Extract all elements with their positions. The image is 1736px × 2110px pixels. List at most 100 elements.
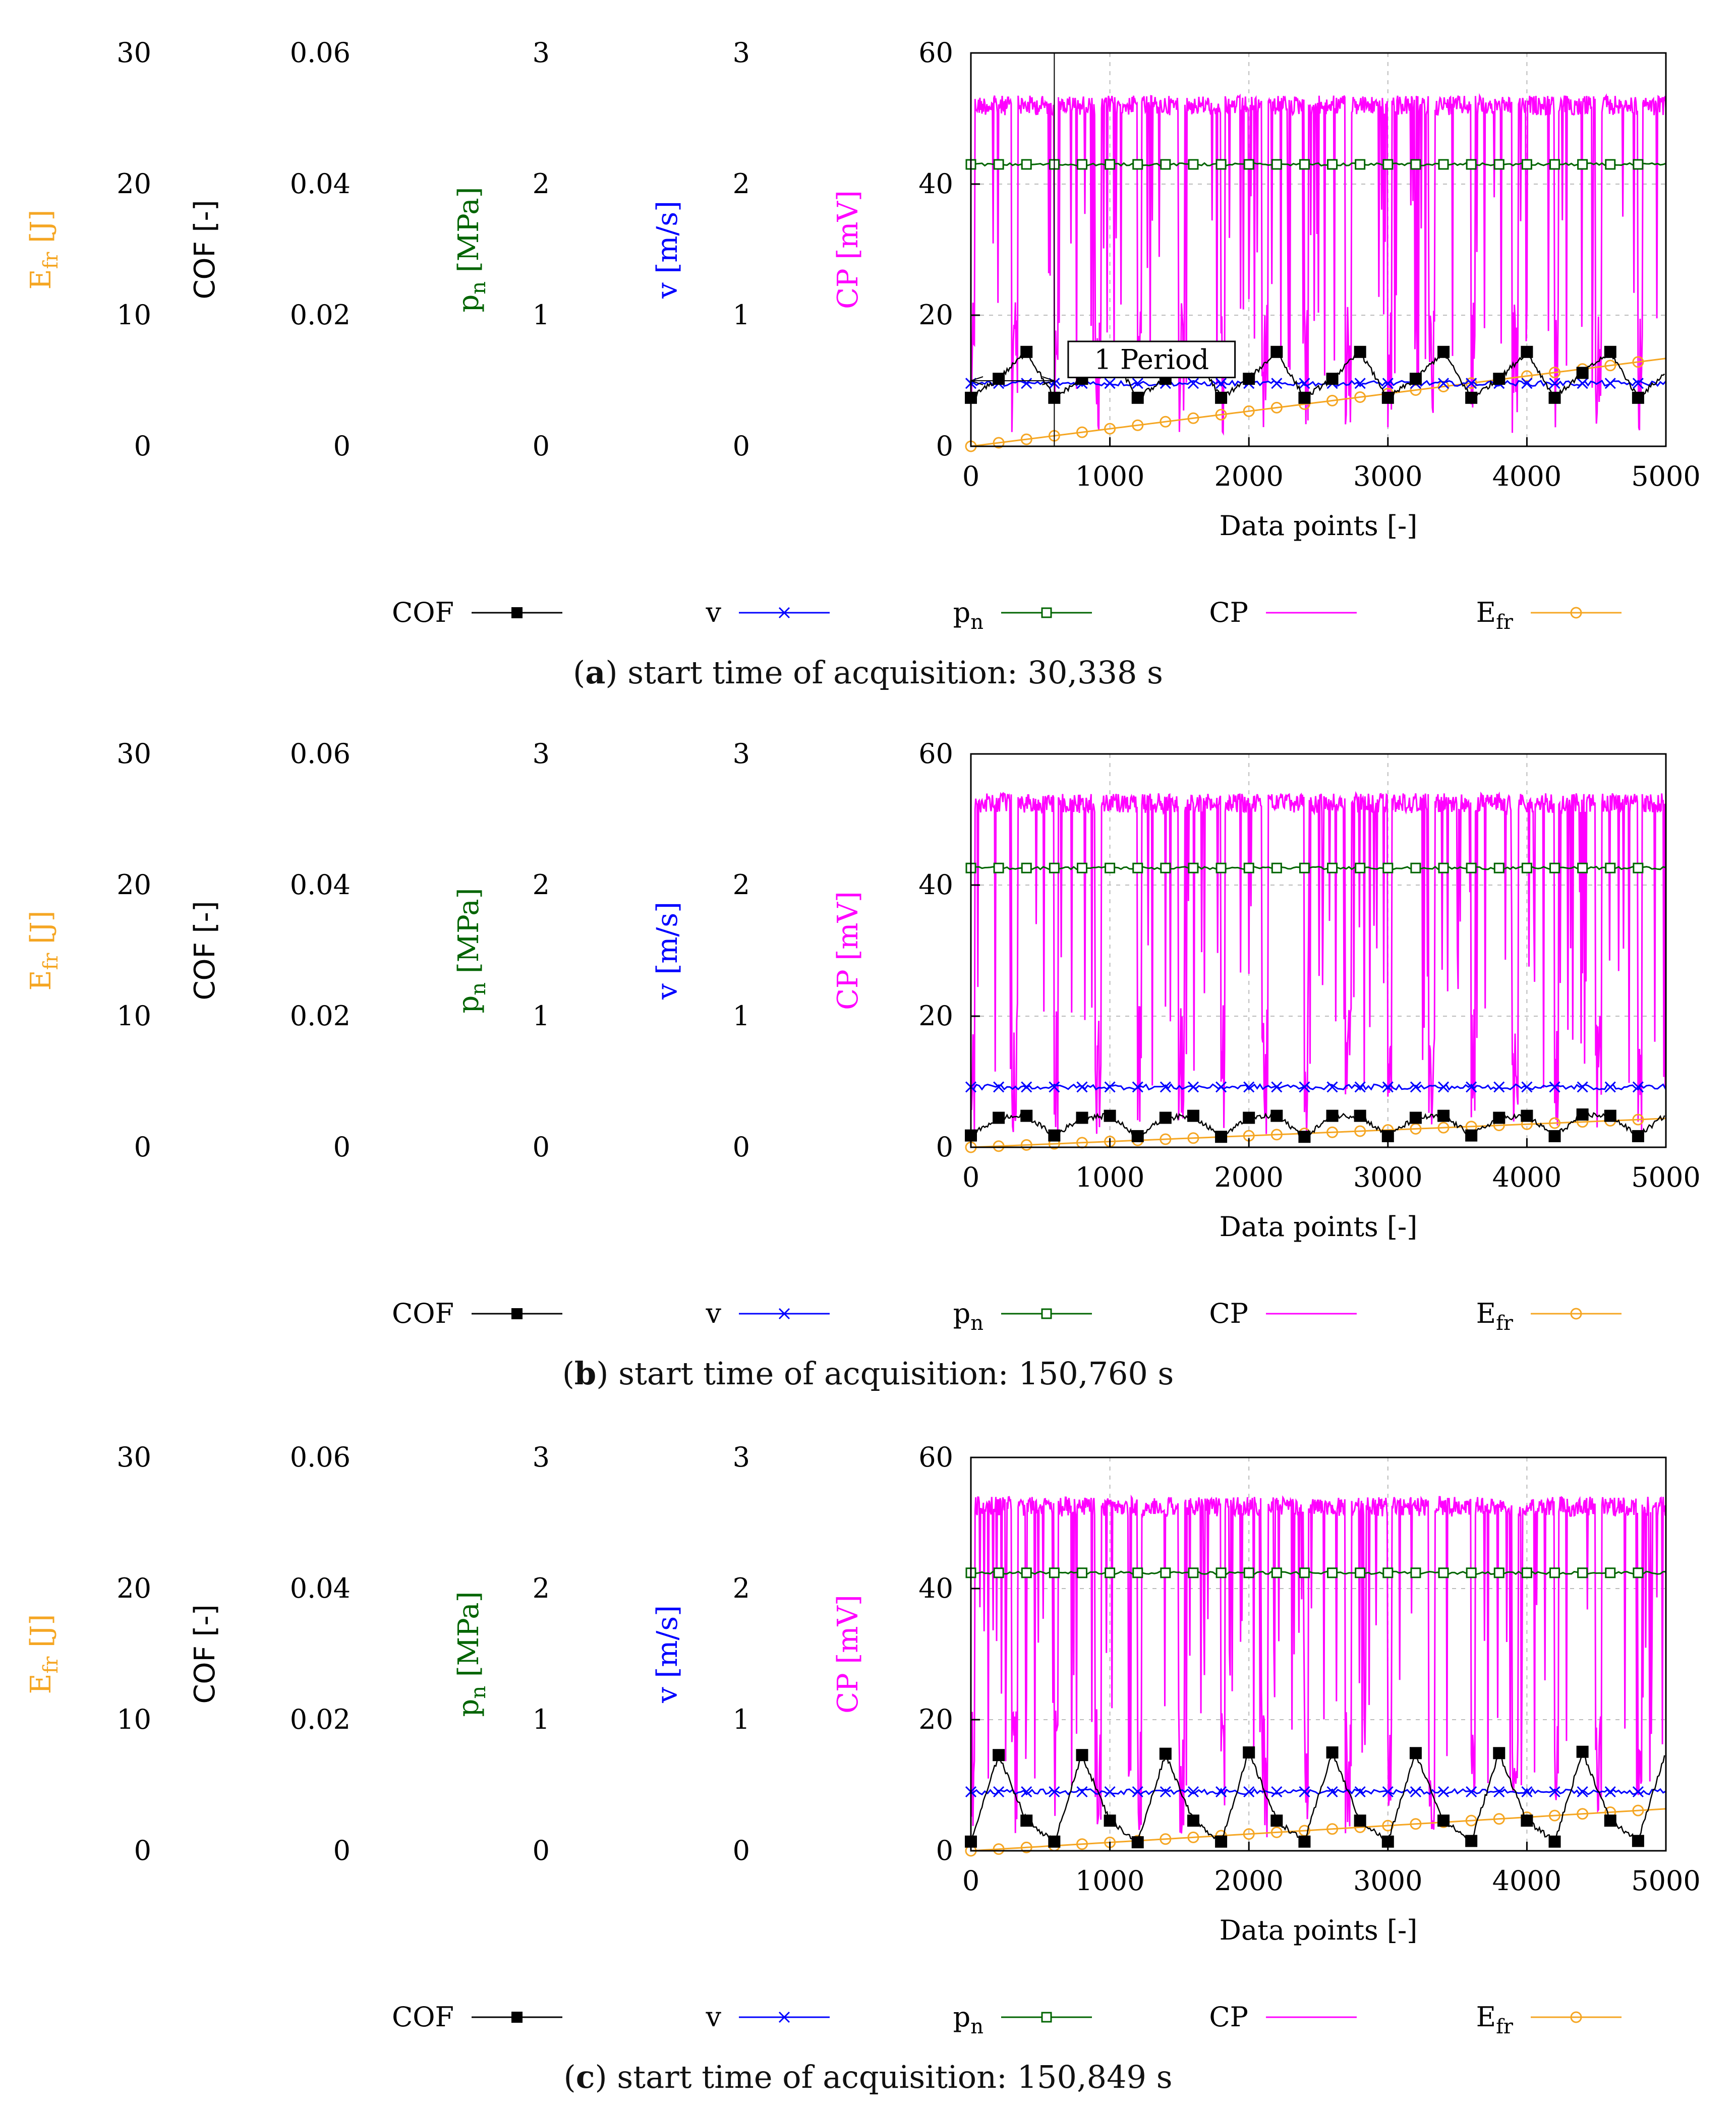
caption-open: ( xyxy=(562,1355,574,1392)
x-tick-label: 1000 xyxy=(1075,1161,1144,1193)
cof-marker xyxy=(1493,1111,1506,1124)
period-arrow-head xyxy=(1042,376,1056,385)
legend-marker xyxy=(1041,2012,1052,2023)
cp-tick-label: 40 xyxy=(918,1572,953,1604)
cof-marker xyxy=(1437,1109,1450,1122)
pn-marker xyxy=(1382,862,1394,873)
v-marker xyxy=(1132,1786,1143,1798)
v-marker xyxy=(1466,1786,1477,1798)
pn-marker xyxy=(1466,862,1477,873)
cp-axis-label: CP [mV] xyxy=(832,190,864,309)
cof-marker xyxy=(993,1749,1005,1762)
pn-marker xyxy=(1076,159,1087,170)
cof-marker xyxy=(1632,391,1644,404)
x-tick-label: 2000 xyxy=(1214,1161,1283,1193)
legend-label-sub: n xyxy=(970,2015,983,2038)
legend-label-pn: pn xyxy=(953,1298,983,1335)
efr-axis-label-unit: [J] xyxy=(25,911,57,953)
pn-axis-label-main: p xyxy=(452,995,485,1014)
efr-marker xyxy=(1410,1818,1422,1830)
efr-marker xyxy=(1076,1838,1088,1850)
v-marker xyxy=(1271,378,1283,389)
cof-marker xyxy=(1521,1814,1533,1827)
cof-marker xyxy=(1354,345,1366,358)
v-axis-label: v [m/s] xyxy=(651,1605,684,1704)
pn-marker xyxy=(1271,1567,1282,1578)
cof-marker xyxy=(1270,1109,1283,1122)
caption-a: (a) start time of acquisition: 30,338 s xyxy=(573,654,1163,691)
pn-marker xyxy=(1188,159,1199,170)
v-marker xyxy=(1216,378,1227,389)
pn-marker xyxy=(1327,862,1338,873)
legend-label-sub: fr xyxy=(1496,2015,1514,2038)
cof-marker xyxy=(1104,1109,1116,1122)
cof-tick-label: 0.06 xyxy=(290,37,351,69)
cof-tick-label: 0.02 xyxy=(290,1704,351,1735)
cof-marker xyxy=(1354,1109,1366,1122)
legend-label-main: p xyxy=(953,2001,971,2033)
efr-marker xyxy=(1270,1129,1283,1141)
pn-marker xyxy=(993,862,1004,873)
efr-marker xyxy=(1354,1125,1366,1137)
efr-axis-label-unit: [J] xyxy=(25,210,57,252)
v-marker xyxy=(1132,1081,1143,1093)
v-marker xyxy=(1437,1081,1450,1093)
legend-label-main: E xyxy=(1476,1298,1496,1329)
legend-label-main: E xyxy=(1476,2001,1496,2033)
efr-tick-label: 10 xyxy=(117,1704,151,1735)
cof-tick-label: 0.06 xyxy=(290,738,351,770)
cof-tick-label: 0.04 xyxy=(290,869,351,901)
pn-axis-label: pn [MPa] xyxy=(452,187,490,312)
cof-marker xyxy=(1437,1814,1450,1827)
cof-marker xyxy=(1104,1814,1116,1827)
efr-marker xyxy=(1493,1813,1505,1825)
efr-marker xyxy=(1604,360,1616,372)
cof-marker xyxy=(1020,1814,1033,1827)
cp-tick-label: 40 xyxy=(918,869,953,901)
cp-axis-label: CP [mV] xyxy=(832,1595,864,1714)
pn-tick-label: 0 xyxy=(533,1131,550,1163)
pn-axis-label: pn [MPa] xyxy=(452,888,490,1013)
pn-marker xyxy=(1105,1567,1116,1578)
efr-marker xyxy=(1549,1117,1561,1129)
pn-marker xyxy=(1438,159,1449,170)
legend-label-Efr: Efr xyxy=(1476,1298,1514,1335)
pn-marker xyxy=(993,1567,1004,1578)
legend-label-Efr: Efr xyxy=(1476,597,1514,634)
x-tick-label: 5000 xyxy=(1631,460,1700,492)
v-axis-label: v [m/s] xyxy=(651,902,684,1000)
efr-marker xyxy=(1187,412,1199,424)
legend-label-main: COF xyxy=(392,1298,454,1329)
v-marker xyxy=(993,1786,1005,1798)
pn-marker xyxy=(1521,862,1532,873)
v-marker xyxy=(1354,1081,1366,1093)
cof-axis-label: COF [-] xyxy=(189,200,221,299)
pn-axis-label-sub: n xyxy=(467,281,490,295)
v-marker xyxy=(1493,1081,1505,1093)
cof-marker xyxy=(1576,367,1589,379)
plot-frame xyxy=(970,1456,1667,1852)
v-tick-label: 3 xyxy=(733,1441,750,1473)
cp-tick-label: 0 xyxy=(936,1131,953,1163)
v-marker xyxy=(1382,1081,1394,1093)
cof-marker xyxy=(1298,1835,1311,1848)
pn-tick-label: 2 xyxy=(533,168,550,200)
legend-label-main: E xyxy=(1476,597,1496,628)
v-marker xyxy=(1104,378,1116,389)
legend-marker xyxy=(1041,607,1052,618)
efr-marker xyxy=(1632,1113,1644,1126)
pn-marker xyxy=(1299,159,1310,170)
cof-marker xyxy=(1187,1814,1199,1827)
caption-b: (b) start time of acquisition: 150,760 s xyxy=(562,1355,1174,1392)
pn-marker xyxy=(1216,862,1227,873)
cp-tick-label: 60 xyxy=(918,37,953,69)
pn-series-line xyxy=(970,1570,1666,1575)
v-marker xyxy=(1549,378,1560,389)
efr-marker xyxy=(1326,1126,1339,1138)
pn-marker xyxy=(1105,159,1116,170)
x-tick-label: 5000 xyxy=(1631,1161,1700,1193)
v-marker xyxy=(1216,1081,1227,1093)
x-tick-label: 0 xyxy=(962,460,979,492)
efr-marker xyxy=(1020,1841,1032,1853)
pn-marker xyxy=(1049,1567,1060,1578)
